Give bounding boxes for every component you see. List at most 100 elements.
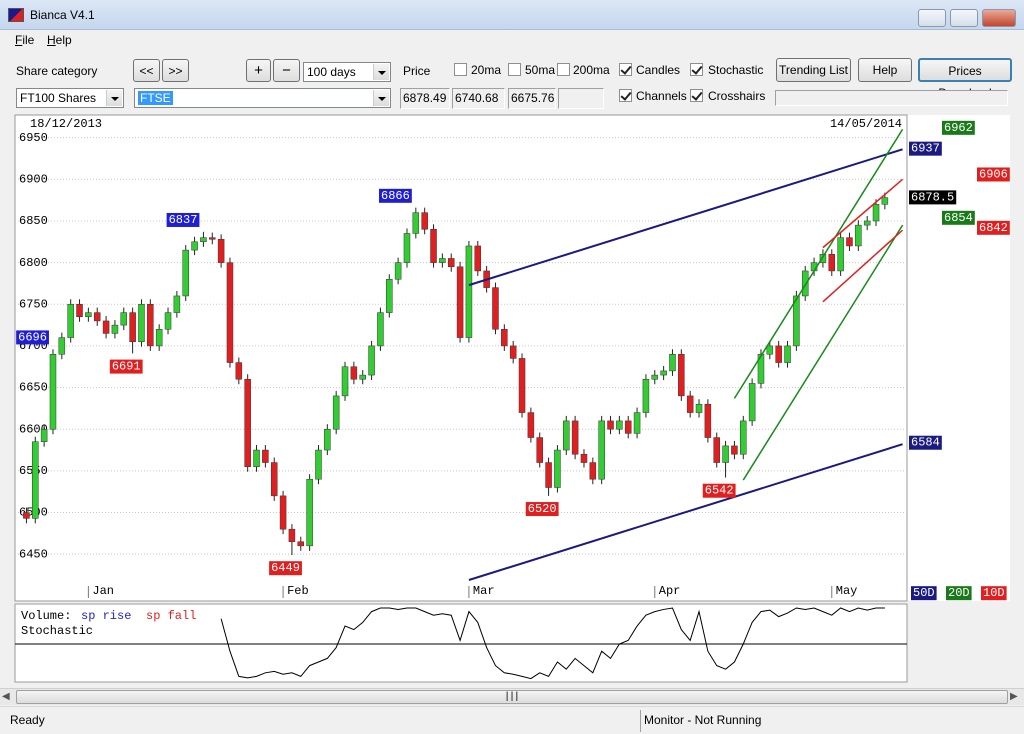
checkbox-label: 20ma (471, 63, 502, 77)
start-date: 18/12/2013 (30, 117, 102, 131)
checkbox-label: 200ma (573, 63, 610, 77)
candle-body (492, 287, 499, 330)
dropdown-arrow[interactable] (373, 90, 389, 106)
candle-body (722, 445, 729, 463)
checkbox[interactable] (690, 63, 703, 76)
x-tick-label: Jan (92, 584, 114, 598)
candle-body (76, 304, 83, 318)
scroll-left[interactable]: ◀ (2, 691, 10, 702)
menu-item[interactable]: Help (47, 33, 72, 47)
trough-label: 6449 (271, 561, 300, 575)
candle-body (775, 345, 782, 363)
candle-body (660, 370, 667, 376)
candle-body (403, 233, 411, 263)
minimize-button[interactable] (918, 9, 946, 27)
candle-body (359, 374, 366, 380)
category-value: FT100 Shares (20, 91, 97, 105)
prices-download-button[interactable]: Prices Download (918, 58, 1012, 100)
checkbox[interactable] (619, 63, 632, 76)
zoom-button[interactable]: − (273, 59, 300, 82)
share-value: FTSE (138, 91, 173, 105)
category-select[interactable]: FT100 Shares (16, 88, 124, 108)
candle-body (474, 245, 482, 272)
horizontal-scrollbar[interactable]: ◀ ┃┃┃ ▶ (0, 688, 1024, 705)
candle-body (678, 354, 685, 397)
candle-body (164, 312, 172, 330)
candle-body (341, 366, 349, 397)
checkbox[interactable] (619, 89, 632, 102)
candle-body (147, 304, 154, 347)
zoom-button[interactable]: + (246, 59, 271, 82)
price-field: 6675.76 (508, 88, 556, 109)
app-icon (8, 8, 24, 22)
share-category-label: Share category (16, 64, 98, 78)
trend-line (822, 178, 904, 249)
nav-button[interactable]: << (133, 59, 160, 82)
menu-item[interactable]: File (15, 33, 35, 47)
candle-body (616, 420, 623, 430)
candle-body (465, 245, 473, 338)
candle-body (244, 378, 251, 467)
candle-body (182, 249, 189, 297)
candle-body (217, 239, 225, 263)
candle-body (695, 403, 703, 413)
candle-body (350, 366, 358, 380)
scroll-thumb[interactable]: ┃┃┃ (16, 690, 1008, 704)
checkbox[interactable] (454, 63, 467, 76)
chart-frame (14, 114, 908, 602)
y-tick-label: 6950 (19, 131, 48, 145)
candle-body (456, 266, 464, 338)
trending-list-button[interactable]: Trending List (776, 58, 851, 82)
nav-button[interactable]: >> (162, 59, 189, 82)
trough-label: 6691 (112, 360, 141, 374)
label-box (946, 586, 972, 601)
candle-body (624, 420, 632, 434)
maximize-button[interactable] (950, 9, 978, 27)
ma-label: 20D (948, 586, 970, 600)
dropdown-arrow[interactable] (373, 64, 389, 80)
side-label: 6584 (911, 436, 940, 450)
y-tick-label: 6850 (19, 214, 48, 228)
legend-label: sp fall (146, 609, 196, 623)
candle-body (297, 541, 305, 547)
label-box (977, 167, 1010, 182)
checkbox-label: Channels (636, 89, 687, 103)
candle-body (67, 304, 74, 338)
candle-body (545, 462, 552, 488)
candle-body (111, 324, 119, 334)
candle-body (642, 378, 650, 413)
price-field: 6878.49 (400, 88, 450, 109)
checkbox[interactable] (690, 89, 703, 102)
candle-body (226, 262, 234, 363)
dropdown-arrow[interactable] (106, 90, 122, 106)
scroll-right[interactable]: ▶ (1010, 691, 1018, 702)
checkbox-label: 50ma (525, 63, 556, 77)
candle-body (120, 312, 128, 326)
trend-line (742, 224, 904, 481)
label-box (109, 359, 143, 374)
candle-body (93, 312, 101, 322)
candle-body (757, 354, 765, 384)
checkbox[interactable] (508, 63, 521, 76)
label-box (942, 120, 975, 135)
candle-body (58, 337, 66, 355)
x-tick-label: Mar (473, 584, 495, 598)
candle-body (129, 312, 136, 343)
help-button[interactable]: Help (858, 58, 912, 82)
checkbox-label: Candles (636, 63, 681, 77)
candle-body (155, 329, 163, 347)
label-box (166, 212, 200, 227)
peak-label: 6866 (381, 189, 410, 203)
period-select[interactable]: 100 days (303, 62, 391, 82)
side-label: 6906 (979, 167, 1008, 181)
label-box (981, 586, 1007, 601)
candle-body (846, 237, 853, 247)
share-select[interactable]: FTSE (134, 88, 391, 108)
close-button[interactable] (982, 9, 1016, 27)
candle-body (262, 449, 269, 463)
label-box (911, 586, 937, 601)
checkbox[interactable] (557, 63, 570, 76)
candle-body (279, 495, 287, 530)
candle-body (580, 453, 588, 463)
x-tick-label: Feb (287, 584, 309, 598)
